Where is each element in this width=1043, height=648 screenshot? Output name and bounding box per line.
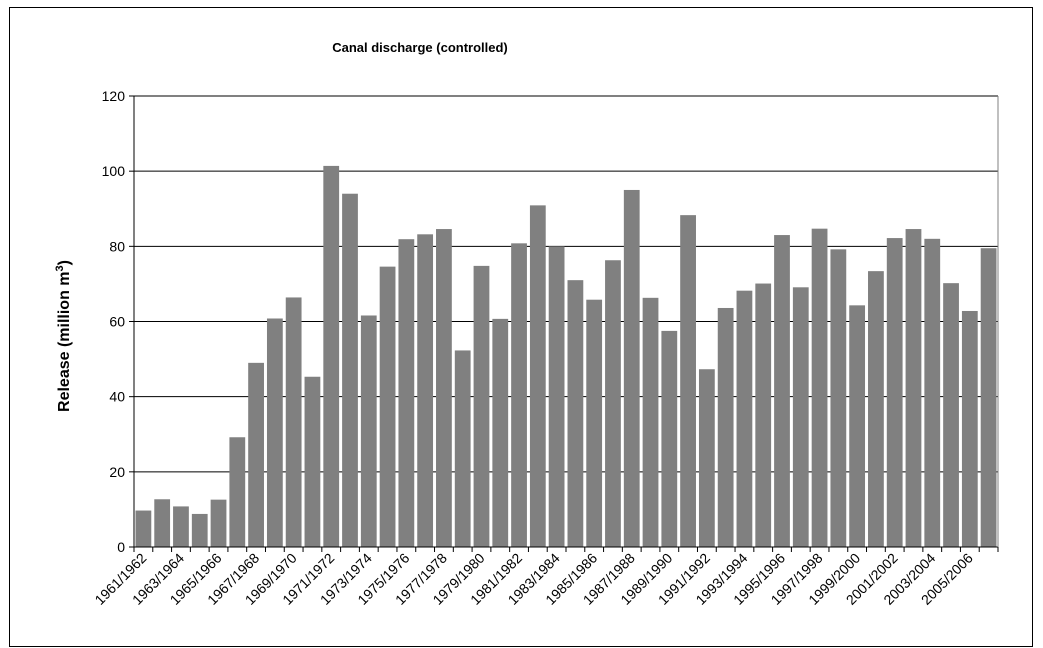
y-tick-label: 60 — [109, 314, 125, 330]
bar — [323, 165, 340, 547]
bar — [868, 271, 884, 547]
bar — [511, 243, 527, 547]
bar — [248, 362, 264, 547]
bar — [774, 235, 790, 547]
bar — [360, 315, 377, 547]
y-tick-label: 0 — [117, 539, 125, 555]
y-tick-label: 20 — [109, 464, 125, 480]
bar — [717, 307, 734, 547]
bar — [755, 283, 772, 547]
chart-title: Canal discharge (controlled) — [332, 40, 508, 55]
bar — [736, 290, 753, 547]
bar — [698, 369, 715, 547]
bar — [830, 249, 847, 547]
bar — [417, 234, 434, 547]
bar — [680, 215, 696, 547]
bar — [398, 239, 415, 547]
bar — [304, 376, 321, 547]
bar-chart: Canal discharge (controlled) 0 20 40 60 80 10… — [54, 40, 999, 608]
y-tick-labels: 0 20 40 60 80 100 120 — [102, 88, 126, 555]
y-axis-label-superscript: 3 — [54, 265, 66, 271]
bar — [961, 310, 978, 547]
bar — [229, 437, 246, 547]
bar — [886, 238, 903, 547]
chart-frame: Canal discharge (controlled) 0 20 40 60 80 10… — [9, 7, 1033, 647]
bar — [905, 229, 922, 548]
bar — [567, 280, 584, 547]
bar — [642, 297, 659, 547]
bar — [379, 266, 396, 547]
bar — [210, 499, 227, 547]
bar — [529, 205, 546, 547]
bar — [924, 238, 941, 548]
bar — [342, 193, 358, 547]
y-tick-label: 120 — [102, 88, 126, 104]
axes-layer — [129, 95, 999, 552]
y-axis-label-text: Release (million m — [56, 271, 73, 412]
bar — [492, 318, 509, 547]
x-tick-labels: 1961/19621963/19641965/19661967/19681969… — [91, 550, 976, 608]
bar — [586, 299, 603, 547]
bar — [173, 506, 189, 547]
y-axis-label: Release (million m3) — [54, 260, 73, 412]
bar — [811, 228, 828, 547]
bar — [154, 499, 171, 547]
bar — [454, 350, 471, 547]
y-tick-label: 100 — [102, 163, 126, 179]
bar — [849, 305, 866, 547]
bar — [285, 297, 302, 547]
bar — [548, 246, 565, 548]
bar — [623, 189, 640, 548]
bar — [605, 260, 621, 547]
bar — [436, 229, 452, 548]
bar — [661, 330, 678, 547]
bar — [792, 287, 809, 547]
bars-layer — [135, 165, 997, 548]
y-tick-label: 80 — [109, 238, 125, 254]
bar — [191, 513, 208, 547]
y-axis-label-close: ) — [56, 260, 73, 265]
bar — [135, 510, 152, 547]
bar — [943, 283, 959, 547]
y-tick-label: 40 — [109, 389, 125, 405]
bar — [473, 265, 490, 547]
bar — [266, 318, 283, 547]
bar — [980, 248, 997, 547]
